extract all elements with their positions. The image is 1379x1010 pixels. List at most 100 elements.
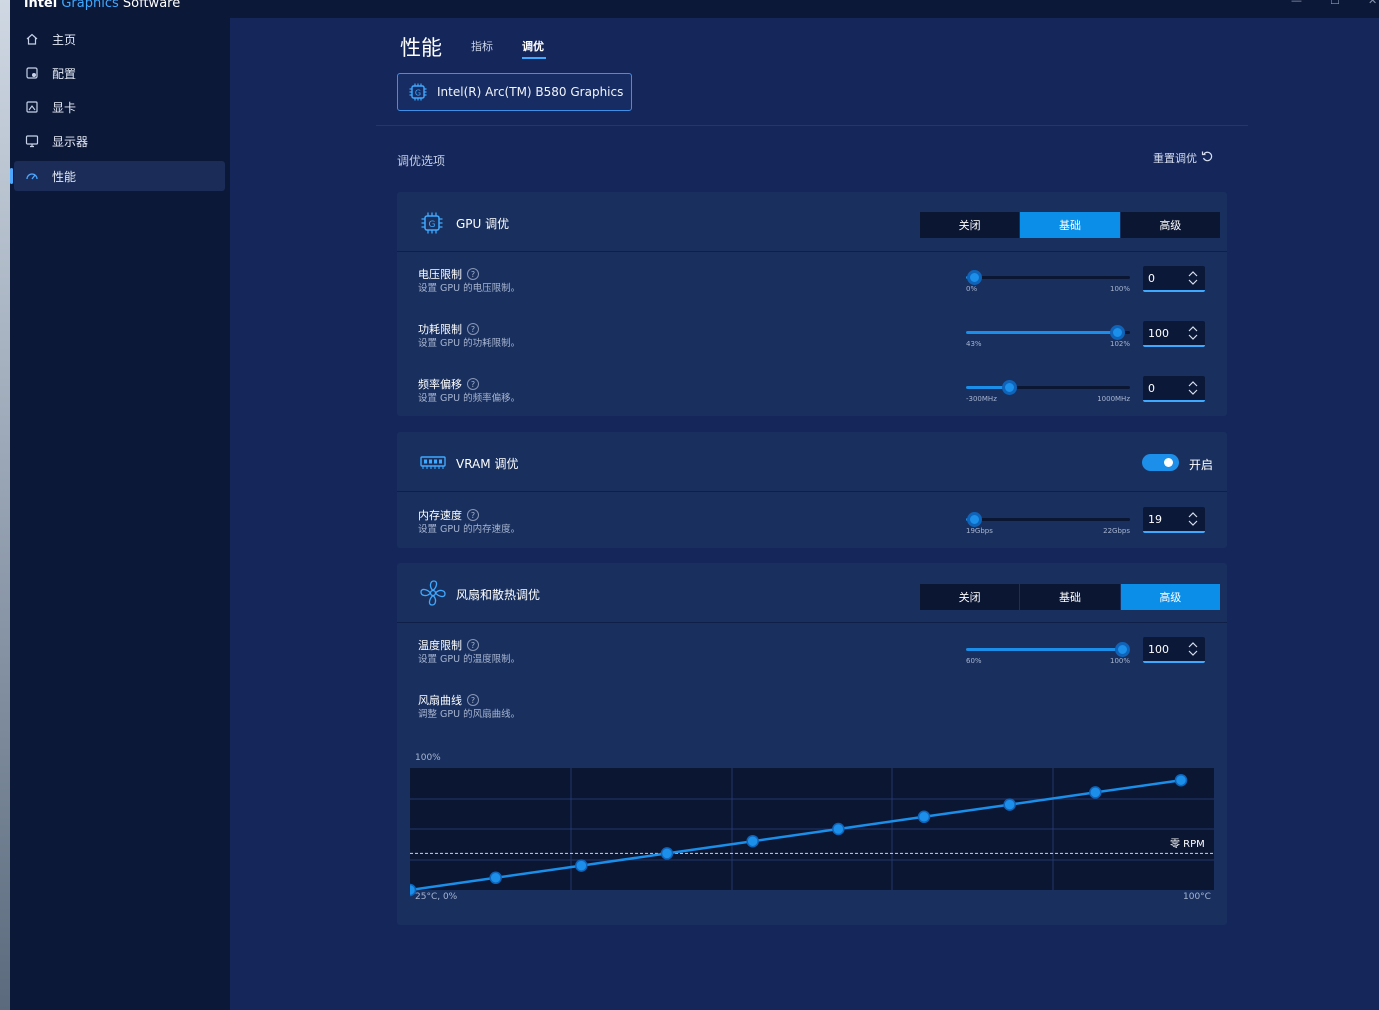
sidebar-item-label: 显示器 — [52, 134, 89, 149]
frequency-offset-stepper[interactable]: 0 — [1143, 376, 1205, 402]
power-limit-stepper[interactable]: 100 — [1143, 321, 1205, 347]
fan-curve-point[interactable] — [746, 834, 759, 848]
gpu-mode-off[interactable]: 关闭 — [920, 212, 1020, 238]
slider-thumb[interactable] — [967, 512, 982, 527]
gpu-mode-advanced[interactable]: 高级 — [1120, 212, 1220, 238]
sidebar-item-label: 主页 — [52, 32, 77, 47]
sidebar-item-profiles[interactable]: 配置 — [14, 58, 225, 88]
power-limit-slider[interactable] — [966, 325, 1130, 340]
close-button[interactable]: ✕ — [1368, 0, 1378, 7]
frequency-offset-label: 频率偏移 — [418, 378, 462, 391]
slider-thumb[interactable] — [967, 270, 982, 285]
slider-min-label: -300MHz — [966, 395, 997, 403]
reset-icon — [1201, 150, 1214, 166]
maximize-button[interactable]: ☐ — [1330, 0, 1340, 7]
reset-tuning-button[interactable]: 重置调优 — [1153, 150, 1214, 166]
stepper-arrows-icon[interactable] — [1188, 381, 1198, 395]
reset-tuning-label: 重置调优 — [1153, 152, 1197, 165]
stepper-value: 100 — [1148, 326, 1169, 340]
memory-module-icon — [419, 449, 446, 475]
fan-curve-point[interactable] — [1089, 786, 1102, 799]
temperature-limit-stepper[interactable]: 100 — [1143, 637, 1205, 663]
help-icon[interactable]: ? — [467, 378, 479, 390]
slider-thumb[interactable] — [1115, 642, 1130, 657]
gpu-mode-basic[interactable]: 基础 — [1020, 212, 1120, 238]
stepper-arrows-icon[interactable] — [1188, 271, 1198, 285]
svg-text:G: G — [415, 89, 421, 98]
fan-curve-point[interactable] — [1174, 773, 1188, 787]
help-icon[interactable]: ? — [467, 268, 479, 280]
power-limit-label: 功耗限制 — [418, 323, 462, 336]
app-title: intel Graphics Software — [24, 0, 180, 11]
voltage-limit-stepper[interactable]: 0 — [1143, 266, 1205, 292]
temperature-limit-description: 设置 GPU 的温度限制。 — [418, 654, 521, 665]
vram-tuning-title: VRAM 调优 — [456, 457, 519, 471]
gauge-icon — [24, 168, 40, 184]
slider-thumb[interactable] — [1110, 325, 1125, 340]
monitor-icon — [24, 133, 40, 149]
fan-curve-point[interactable] — [660, 847, 674, 860]
stepper-arrows-icon[interactable] — [1188, 642, 1198, 656]
brand-logo-text: intel — [24, 0, 58, 11]
device-name: Intel(R) Arc(TM) B580 Graphics — [437, 85, 624, 99]
background-window-strip — [0, 0, 10, 1010]
svg-text:G: G — [429, 220, 436, 230]
profile-icon — [24, 65, 40, 81]
fan-mode-advanced[interactable]: 高级 — [1120, 584, 1220, 610]
gpu-tuning-header: G GPU 调优 关闭 基础 高级 — [397, 192, 1227, 252]
sidebar-item-label: 性能 — [52, 169, 77, 184]
stepper-arrows-icon[interactable] — [1188, 512, 1198, 526]
sidebar: 主页 配置 显卡 显示器 性能 — [10, 18, 230, 1010]
power-limit-description: 设置 GPU 的功耗限制。 — [418, 338, 521, 349]
frequency-offset-description: 设置 GPU 的频率偏移。 — [418, 393, 521, 404]
gpu-chip-icon: G — [408, 82, 428, 102]
sidebar-item-performance[interactable]: 性能 — [10, 161, 225, 191]
frequency-offset-slider[interactable] — [966, 380, 1130, 395]
gpu-mode-selector: 关闭 基础 高级 — [920, 212, 1220, 238]
fan-curve-point[interactable] — [917, 810, 931, 824]
help-icon[interactable]: ? — [467, 694, 479, 706]
memory-speed-label: 内存速度 — [418, 509, 462, 522]
help-icon[interactable]: ? — [467, 323, 479, 335]
slider-max-label: 102% — [1109, 340, 1130, 348]
help-icon[interactable]: ? — [467, 509, 479, 521]
power-limit-title: 功耗限制 ? — [418, 321, 479, 337]
fan-tuning-panel: 风扇和散热调优 关闭 基础 高级 温度限制 ? 设置 GPU 的温度限制。 60… — [397, 563, 1227, 925]
fan-curve-point[interactable] — [1003, 798, 1016, 811]
sidebar-item-home[interactable]: 主页 — [14, 24, 225, 54]
slider-min-label: 60% — [966, 657, 982, 665]
tab-metrics[interactable]: 指标 — [471, 40, 493, 53]
vram-tuning-header: VRAM 调优 开启 — [397, 432, 1227, 492]
tab-tuning[interactable]: 调优 — [522, 40, 544, 53]
fan-mode-off[interactable]: 关闭 — [920, 584, 1020, 610]
sidebar-item-display[interactable]: 显示器 — [14, 126, 225, 156]
memory-speed-slider[interactable] — [966, 512, 1130, 527]
slider-fill — [966, 648, 1122, 651]
fan-curve-start-label: 25°C, 0% — [415, 892, 458, 902]
minimize-button[interactable]: — — [1291, 0, 1302, 7]
voltage-limit-slider[interactable] — [966, 270, 1130, 285]
fan-curve-point[interactable] — [410, 883, 417, 897]
slider-min-label: 19Gbps — [966, 527, 993, 535]
fan-mode-basic[interactable]: 基础 — [1020, 584, 1120, 610]
fan-curve-point[interactable] — [575, 859, 588, 872]
slider-thumb[interactable] — [1002, 380, 1017, 395]
sidebar-item-graphics[interactable]: 显卡 — [14, 92, 225, 122]
fan-curve-chart[interactable] — [410, 768, 1214, 908]
voltage-limit-description: 设置 GPU 的电压限制。 — [418, 283, 521, 294]
slider-fill — [966, 386, 1009, 389]
device-selector-button[interactable]: G Intel(R) Arc(TM) B580 Graphics — [397, 73, 632, 111]
help-icon[interactable]: ? — [467, 639, 479, 651]
fan-mode-selector: 关闭 基础 高级 — [920, 584, 1220, 610]
temperature-limit-slider[interactable] — [966, 642, 1130, 657]
fan-curve-point[interactable] — [832, 822, 845, 836]
slider-max-label: 100% — [1109, 657, 1130, 665]
app-title-graphics: Graphics — [61, 0, 119, 11]
vram-toggle[interactable] — [1142, 454, 1179, 471]
memory-speed-stepper[interactable]: 19 — [1143, 507, 1205, 533]
stepper-value: 19 — [1148, 512, 1162, 526]
fan-curve-point[interactable] — [489, 871, 502, 885]
fan-curve-line — [410, 778, 1182, 892]
stepper-arrows-icon[interactable] — [1188, 326, 1198, 340]
title-bar — [10, 0, 1379, 18]
